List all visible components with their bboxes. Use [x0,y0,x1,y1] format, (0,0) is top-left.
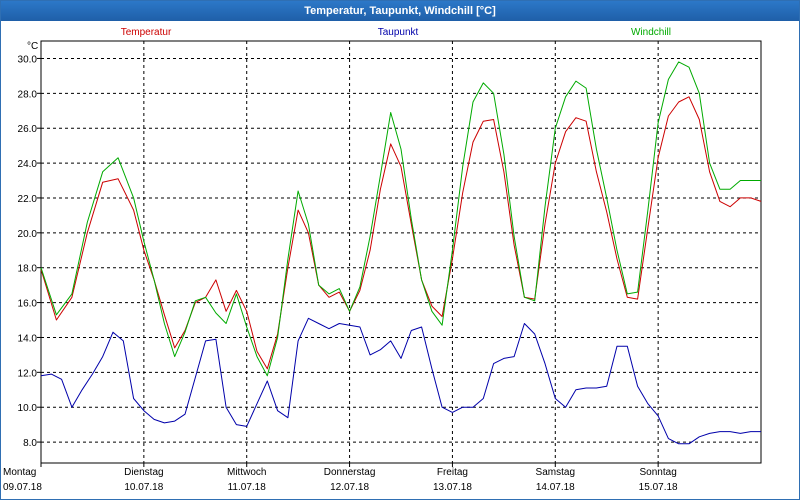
x-tick-day: Freitag [437,467,468,478]
y-tick-label: 30.0 [18,54,38,65]
y-axis-ticks: 8.0 10.0 12.0 14.0 16.0 18.0 20.0 22.0 24.0 26.0 2… [18,54,41,449]
grid-lines [41,41,761,463]
window-title: Temperatur, Taupunkt, Windchill [°C] [1,1,799,21]
x-tick-date: 14.07.18 [536,482,575,493]
y-tick-label: 16.0 [18,299,38,310]
series-lines [40,61,762,445]
x-tick-day: Dienstag [124,467,163,478]
y-tick-label: 12.0 [18,368,38,379]
series-line-windchill [40,61,761,377]
y-tick-label: 8.0 [23,438,37,449]
plot-frame [40,40,762,464]
x-tick-date: 11.07.18 [228,482,267,493]
x-tick-date: 12.07.18 [330,482,369,493]
x-tick-day: Donnerstag [324,467,376,478]
series-line-taupunkt [40,317,761,445]
legend-windchill: Windchill [631,27,671,38]
legend: Temperatur Taupunkt Windchill [121,27,671,38]
x-tick-day: Samstag [536,467,575,478]
x-tick-date: 15.07.18 [639,482,678,493]
legend-taupunkt: Taupunkt [378,27,419,38]
y-tick-label: 20.0 [18,229,38,240]
x-tick-date: 10.07.18 [124,482,163,493]
y-unit-label: °C [27,41,38,52]
x-tick-date: 13.07.18 [433,482,472,493]
x-axis-ticks: Montag 09.07.18 Dienstag 10.07.18 Mittwoch 11… [3,463,678,493]
y-tick-label: 10.0 [18,403,38,414]
x-tick-day: Mittwoch [227,467,266,478]
y-tick-label: 14.0 [18,333,38,344]
y-tick-label: 18.0 [18,264,38,275]
legend-temperatur: Temperatur [121,27,172,38]
y-tick-label: 26.0 [18,124,38,135]
x-tick-day: Montag [3,467,36,478]
chart-area: 8.0 10.0 12.0 14.0 16.0 18.0 20.0 22.0 24.0 26.0 2… [1,21,799,499]
x-tick-day: Sonntag [640,467,677,478]
y-tick-label: 28.0 [18,89,38,100]
y-tick-label: 24.0 [18,159,38,170]
x-tick-date: 09.07.18 [3,482,42,493]
y-tick-label: 22.0 [18,194,38,205]
